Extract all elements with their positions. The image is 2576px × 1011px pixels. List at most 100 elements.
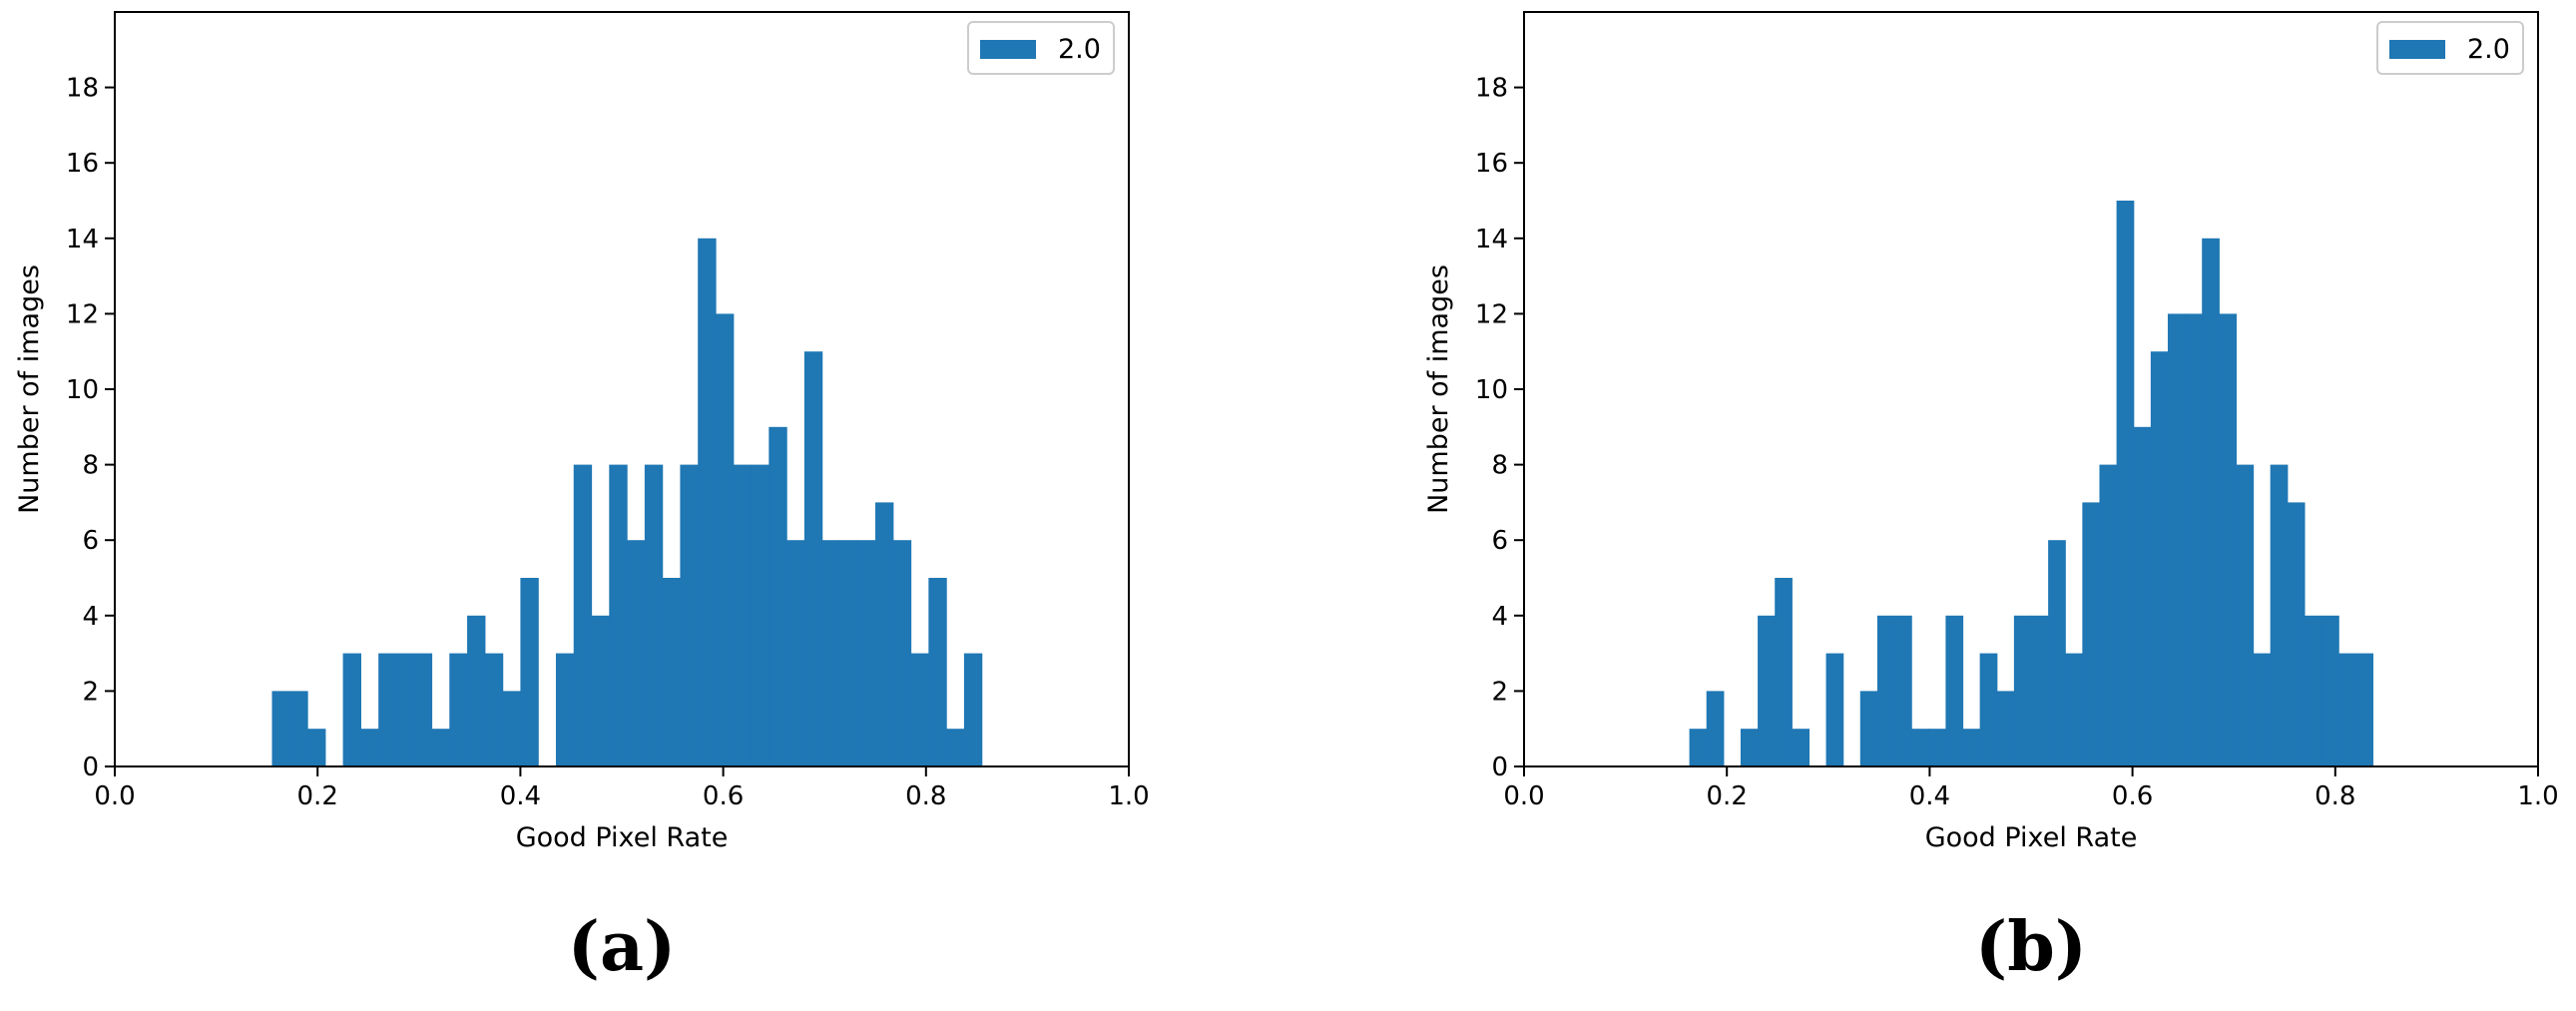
histogram-bar xyxy=(1758,615,1776,766)
histogram-bar xyxy=(431,729,450,766)
y-tick-label: 18 xyxy=(1475,74,1508,104)
histogram-bar xyxy=(2150,351,2169,766)
histogram-bar xyxy=(839,540,858,766)
histogram-bar xyxy=(662,578,682,766)
y-axis-label-b: Number of images xyxy=(1423,264,1454,514)
x-axis-label-a: Good Pixel Rate xyxy=(516,822,729,853)
x-tick-label: 0.8 xyxy=(2315,781,2355,811)
y-tick-label: 16 xyxy=(66,149,99,179)
histogram-bar xyxy=(1979,653,1998,766)
histogram-bar xyxy=(1911,729,1929,766)
y-tick-label: 10 xyxy=(66,375,99,405)
legend-a: 2.0 xyxy=(967,21,1115,75)
legend-swatch-a xyxy=(980,40,1036,59)
histogram-bar xyxy=(342,653,361,766)
histogram-bar xyxy=(1928,729,1946,766)
histogram-bar xyxy=(307,729,326,766)
histogram-bar xyxy=(751,464,770,766)
histogram-bar xyxy=(467,615,486,766)
y-tick-label: 4 xyxy=(82,602,99,632)
y-tick-label: 8 xyxy=(82,451,99,481)
histogram-bar xyxy=(2065,653,2083,766)
y-tick-label: 12 xyxy=(66,299,99,329)
histogram-bar xyxy=(786,540,805,766)
legend-frame-b xyxy=(2376,21,2524,75)
legend-label-a: 2.0 xyxy=(1058,34,1101,65)
histogram-bar xyxy=(2338,653,2356,766)
x-tick-label: 0.4 xyxy=(1909,781,1950,811)
histogram-bar xyxy=(591,615,610,766)
histogram-bar xyxy=(1740,729,1759,766)
x-axis-label-b: Good Pixel Rate xyxy=(1925,822,2138,853)
histogram-bar xyxy=(1945,615,1964,766)
histogram-bar xyxy=(378,653,397,766)
histogram-panel-a: 0.0 0.2 0.4 0.6 0.8 1.0 0 2 4 6 8 10 12 14 16 18 Good … xyxy=(14,11,1150,987)
y-tick-label: 12 xyxy=(1475,299,1508,329)
histogram-bar xyxy=(271,691,290,766)
histogram-bar xyxy=(2099,464,2118,766)
histogram-bar xyxy=(2236,464,2255,766)
histogram-bar xyxy=(627,540,646,766)
x-tick-label: 0.2 xyxy=(1707,781,1748,811)
histogram-bar xyxy=(821,540,841,766)
histogram-bar xyxy=(520,578,539,766)
histogram-bar xyxy=(2321,615,2339,766)
caption-a: (a) xyxy=(568,907,676,987)
x-ticks-b: 0.0 0.2 0.4 0.6 0.8 1.0 xyxy=(1503,766,2559,811)
histogram-bar xyxy=(715,313,735,766)
histogram-bar xyxy=(2116,201,2135,766)
y-tick-label: 0 xyxy=(82,753,99,782)
histogram-panel-b: 0.0 0.2 0.4 0.6 0.8 1.0 0 2 4 6 8 10 12 14 16 18 Good … xyxy=(1423,11,2559,987)
histogram-bar xyxy=(413,653,433,766)
histogram-bar xyxy=(2048,540,2066,766)
histogram-bar xyxy=(360,729,379,766)
histogram-bar xyxy=(289,691,308,766)
histogram-bar xyxy=(2167,313,2186,766)
x-tick-label: 1.0 xyxy=(2517,781,2558,811)
histogram-bar xyxy=(892,540,912,766)
legend-swatch-b xyxy=(2389,40,2445,59)
histogram-bar xyxy=(680,464,699,766)
y-tick-label: 14 xyxy=(66,225,99,254)
x-tick-label: 0.6 xyxy=(2112,781,2153,811)
histogram-bar xyxy=(857,540,876,766)
histogram-bar xyxy=(2219,313,2238,766)
histogram-bar xyxy=(449,653,468,766)
x-tick-label: 0.2 xyxy=(297,781,338,811)
y-tick-label: 18 xyxy=(66,74,99,104)
histogram-bar xyxy=(2253,653,2272,766)
histogram-bar xyxy=(1792,729,1810,766)
histogram-bar xyxy=(875,502,894,766)
y-tick-label: 16 xyxy=(1475,149,1508,179)
histogram-bar xyxy=(698,238,717,767)
histogram-bar xyxy=(484,653,504,766)
histogram-bar xyxy=(1825,653,1844,766)
histogram-bar xyxy=(2133,426,2152,766)
histogram-bar xyxy=(963,653,983,766)
histogram-bar xyxy=(910,653,929,766)
histogram-bar xyxy=(2355,653,2373,766)
x-tick-label: 0.0 xyxy=(94,781,135,811)
histogram-bar xyxy=(502,691,521,766)
histogram-bar xyxy=(733,464,753,766)
histogram-bar xyxy=(555,653,575,766)
x-tick-label: 1.0 xyxy=(1108,781,1149,811)
histogram-bar xyxy=(2202,238,2220,767)
y-tick-label: 4 xyxy=(1491,602,1508,632)
histogram-bar xyxy=(2031,615,2049,766)
histogram-bar xyxy=(1962,729,1981,766)
y-tick-label: 8 xyxy=(1491,451,1508,481)
y-ticks-a: 0 2 4 6 8 10 12 14 16 18 xyxy=(66,74,115,782)
histogram-bar xyxy=(769,426,787,766)
legend-b: 2.0 xyxy=(2376,21,2524,75)
y-ticks-b: 0 2 4 6 8 10 12 14 16 18 xyxy=(1475,74,1524,782)
histogram-bar xyxy=(1996,691,2015,766)
x-ticks-a: 0.0 0.2 0.4 0.6 0.8 1.0 xyxy=(94,766,1150,811)
histogram-bar xyxy=(2270,464,2289,766)
y-tick-label: 2 xyxy=(82,677,99,707)
histogram-bar xyxy=(573,464,593,766)
y-tick-label: 0 xyxy=(1491,753,1508,782)
x-tick-label: 0.6 xyxy=(703,781,744,811)
histogram-bar xyxy=(2013,615,2032,766)
